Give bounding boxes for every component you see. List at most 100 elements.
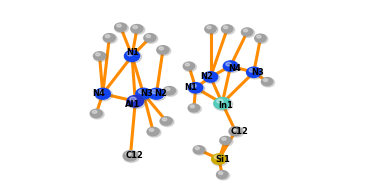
Ellipse shape — [243, 29, 248, 32]
Ellipse shape — [127, 95, 143, 107]
Ellipse shape — [92, 110, 97, 113]
Ellipse shape — [157, 46, 171, 56]
Ellipse shape — [214, 98, 230, 109]
Ellipse shape — [166, 88, 170, 91]
Text: C12: C12 — [231, 127, 248, 136]
Ellipse shape — [130, 97, 136, 101]
Ellipse shape — [131, 25, 145, 34]
Ellipse shape — [105, 35, 110, 38]
Ellipse shape — [185, 63, 189, 66]
Ellipse shape — [123, 151, 139, 162]
Ellipse shape — [262, 78, 275, 87]
Ellipse shape — [224, 61, 238, 71]
Ellipse shape — [94, 52, 108, 62]
Ellipse shape — [126, 152, 131, 156]
Ellipse shape — [127, 52, 133, 56]
Ellipse shape — [255, 34, 266, 42]
Ellipse shape — [217, 99, 223, 103]
Text: N4: N4 — [228, 64, 241, 73]
Ellipse shape — [261, 77, 273, 86]
Text: N3: N3 — [141, 89, 153, 98]
Ellipse shape — [255, 35, 268, 44]
Ellipse shape — [214, 98, 233, 111]
Ellipse shape — [94, 52, 106, 60]
Text: N4: N4 — [92, 89, 105, 98]
Ellipse shape — [103, 34, 115, 42]
Ellipse shape — [214, 155, 219, 159]
Text: C12: C12 — [126, 151, 143, 160]
Ellipse shape — [220, 136, 231, 144]
Text: Si1: Si1 — [215, 155, 230, 163]
Ellipse shape — [138, 90, 144, 94]
Ellipse shape — [163, 87, 177, 96]
Ellipse shape — [95, 89, 112, 101]
Ellipse shape — [211, 154, 228, 166]
Text: In1: In1 — [218, 101, 233, 110]
Ellipse shape — [157, 46, 169, 54]
Ellipse shape — [220, 137, 233, 146]
Ellipse shape — [217, 171, 230, 180]
Ellipse shape — [226, 62, 231, 66]
Ellipse shape — [188, 83, 205, 94]
Ellipse shape — [224, 26, 228, 29]
Ellipse shape — [127, 96, 146, 109]
Text: N2: N2 — [154, 89, 167, 98]
Ellipse shape — [90, 110, 104, 119]
Ellipse shape — [136, 89, 153, 101]
Ellipse shape — [193, 146, 206, 155]
Ellipse shape — [206, 73, 211, 77]
Ellipse shape — [90, 109, 102, 118]
Ellipse shape — [229, 127, 244, 137]
Ellipse shape — [222, 25, 233, 33]
Ellipse shape — [149, 88, 164, 99]
Ellipse shape — [241, 28, 255, 37]
Ellipse shape — [95, 53, 100, 56]
Ellipse shape — [124, 50, 139, 61]
Ellipse shape — [144, 34, 156, 42]
Ellipse shape — [222, 25, 235, 34]
Ellipse shape — [115, 23, 128, 33]
Ellipse shape — [124, 51, 142, 63]
Text: N1: N1 — [127, 48, 139, 57]
Text: N3: N3 — [252, 68, 264, 77]
Ellipse shape — [249, 69, 254, 72]
Ellipse shape — [146, 35, 150, 38]
Ellipse shape — [217, 170, 228, 179]
Text: N2: N2 — [200, 72, 213, 81]
Ellipse shape — [191, 84, 196, 88]
Ellipse shape — [231, 128, 236, 131]
Ellipse shape — [147, 127, 159, 136]
Ellipse shape — [222, 138, 226, 140]
Ellipse shape — [193, 146, 204, 154]
Ellipse shape — [115, 23, 127, 31]
Ellipse shape — [212, 154, 226, 164]
Ellipse shape — [257, 35, 261, 38]
Ellipse shape — [203, 72, 218, 82]
Ellipse shape — [131, 25, 143, 33]
Ellipse shape — [149, 89, 166, 101]
Ellipse shape — [223, 61, 240, 73]
Ellipse shape — [218, 172, 223, 174]
Ellipse shape — [188, 104, 200, 112]
Ellipse shape — [103, 34, 117, 43]
Ellipse shape — [149, 129, 154, 131]
Ellipse shape — [207, 26, 211, 29]
Ellipse shape — [188, 104, 201, 113]
Ellipse shape — [152, 90, 157, 94]
Ellipse shape — [123, 151, 138, 161]
Ellipse shape — [136, 88, 151, 99]
Ellipse shape — [203, 72, 220, 84]
Ellipse shape — [229, 127, 242, 136]
Text: Al1: Al1 — [124, 100, 140, 109]
Ellipse shape — [195, 147, 199, 150]
Ellipse shape — [163, 87, 175, 95]
Ellipse shape — [247, 67, 263, 79]
Ellipse shape — [117, 24, 121, 27]
Ellipse shape — [133, 26, 138, 29]
Ellipse shape — [147, 128, 161, 137]
Ellipse shape — [162, 118, 167, 121]
Ellipse shape — [159, 47, 164, 50]
Ellipse shape — [160, 117, 174, 127]
Ellipse shape — [264, 79, 268, 81]
Ellipse shape — [205, 25, 216, 33]
